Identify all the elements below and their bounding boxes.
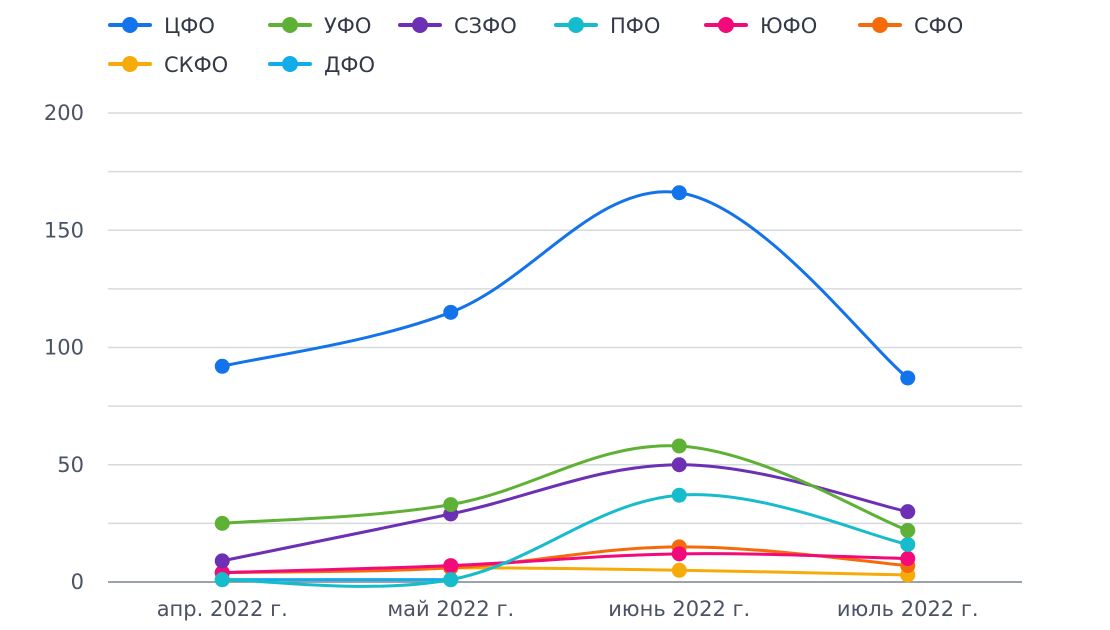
series-3 — [214, 457, 916, 569]
data-point[interactable] — [900, 370, 916, 386]
grid — [108, 112, 1022, 583]
y-tick-label: 150 — [44, 218, 84, 242]
series-line — [220, 190, 910, 380]
y-tick-label: 100 — [44, 336, 84, 360]
data-point[interactable] — [443, 497, 459, 513]
legend-label: СФО — [914, 14, 963, 38]
legend-label: УФО — [324, 14, 371, 38]
x-tick-label: май 2022 г. — [387, 597, 514, 621]
series-line — [220, 444, 910, 532]
legend-item[interactable]: ЦФО — [108, 14, 215, 38]
data-point[interactable] — [671, 562, 687, 578]
data-point[interactable] — [671, 438, 687, 454]
data-point[interactable] — [443, 558, 459, 574]
data-point[interactable] — [900, 536, 916, 552]
series-line — [220, 493, 910, 588]
data-point[interactable] — [900, 551, 916, 567]
data-point[interactable] — [443, 572, 459, 588]
data-point[interactable] — [671, 546, 687, 562]
data-point[interactable] — [900, 504, 916, 520]
data-point[interactable] — [214, 515, 230, 531]
legend-item[interactable]: ЮФО — [704, 14, 817, 38]
legend-label: ДФО — [324, 53, 375, 77]
data-point[interactable] — [214, 553, 230, 569]
data-point[interactable] — [214, 572, 230, 588]
y-axis: 0 50 100 150 200 — [44, 101, 84, 594]
legend-item[interactable]: УФО — [268, 14, 371, 38]
series-5 — [214, 546, 916, 581]
series-line — [220, 552, 910, 575]
data-point[interactable] — [671, 487, 687, 503]
legend-swatch-marker — [122, 17, 138, 33]
legend-swatch-marker — [412, 17, 428, 33]
x-axis: апр. 2022 г. май 2022 г. июнь 2022 г. июль … — [157, 597, 979, 621]
legend-swatch-marker — [282, 56, 298, 72]
series-2 — [214, 438, 916, 538]
legend-label: СКФО — [164, 53, 228, 77]
legend-item[interactable]: СЗФО — [398, 14, 517, 38]
data-point[interactable] — [900, 522, 916, 538]
x-tick-label: июль 2022 г. — [837, 597, 979, 621]
legend-item[interactable]: СКФО — [108, 53, 228, 77]
legend-swatch-marker — [122, 56, 138, 72]
y-tick-label: 0 — [71, 570, 84, 594]
legend: ЦФО УФО СЗФО ПФО ЮФО СФО СКФО ДФО — [108, 14, 963, 77]
y-tick-label: 200 — [44, 101, 84, 125]
data-point[interactable] — [671, 185, 687, 201]
data-point[interactable] — [671, 457, 687, 473]
series-1 — [214, 185, 916, 386]
legend-label: ЦФО — [164, 14, 215, 38]
x-tick-label: июнь 2022 г. — [608, 597, 750, 621]
legend-item[interactable]: ДФО — [268, 53, 375, 77]
legend-label: ЮФО — [760, 14, 817, 38]
y-tick-label: 50 — [57, 453, 84, 477]
series-4 — [214, 487, 916, 588]
legend-swatch-marker — [718, 17, 734, 33]
data-point[interactable] — [443, 304, 459, 320]
x-tick-label: апр. 2022 г. — [157, 597, 288, 621]
legend-label: СЗФО — [454, 14, 517, 38]
legend-swatch-marker — [568, 17, 584, 33]
legend-item[interactable]: ПФО — [554, 14, 660, 38]
legend-label: ПФО — [610, 14, 660, 38]
legend-item[interactable]: СФО — [858, 14, 963, 38]
legend-swatch-marker — [872, 17, 888, 33]
legend-swatch-marker — [282, 17, 298, 33]
series-group — [214, 185, 916, 588]
data-point[interactable] — [214, 358, 230, 374]
